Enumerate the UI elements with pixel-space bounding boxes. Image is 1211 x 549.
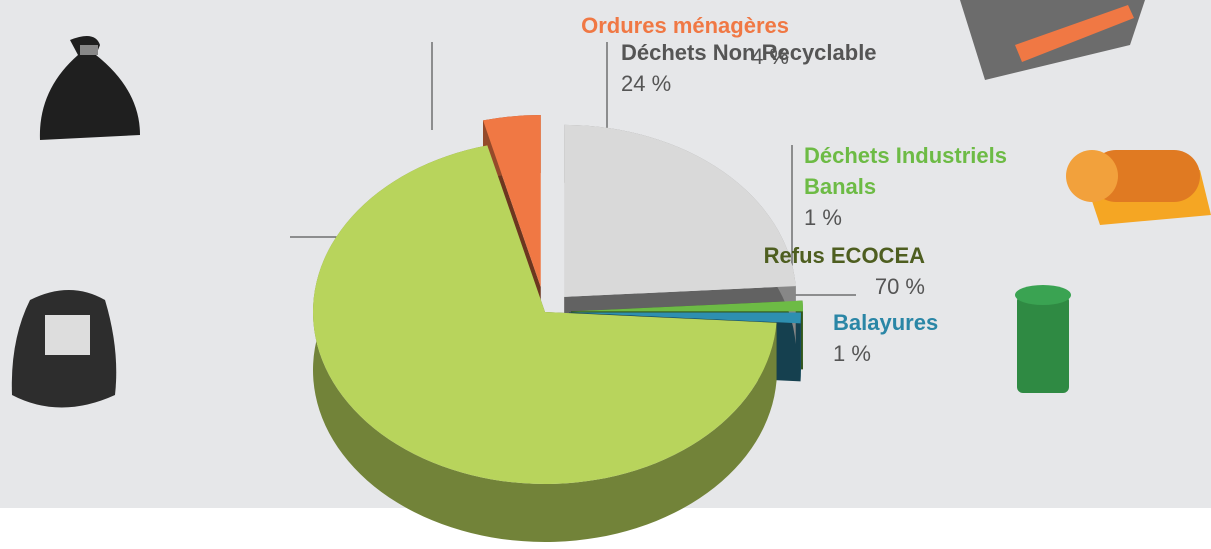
value-label: 70 %	[764, 271, 925, 302]
category-label: Balayures	[833, 307, 938, 338]
chart	[0, 0, 1211, 549]
infographic: Déchets Non Recyclable24 %Déchets Indust…	[0, 0, 1211, 549]
category-label: Ordures ménagères	[581, 10, 789, 41]
icon-bin	[1015, 285, 1071, 393]
icon-bag-open	[12, 290, 116, 408]
value-label: 1 %	[804, 202, 1064, 233]
value-label: 24 %	[621, 68, 877, 99]
category-label: Déchets Industriels Banals	[804, 140, 1064, 202]
value-label: 1 %	[833, 338, 938, 369]
value-label: 4 %	[581, 41, 789, 72]
category-label: Refus ECOCEA	[764, 240, 925, 271]
